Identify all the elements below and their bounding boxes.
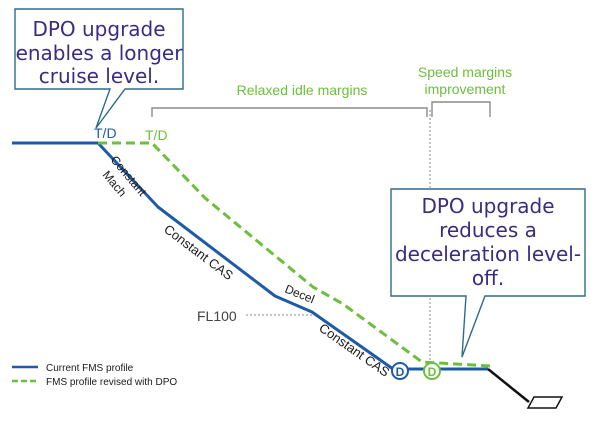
legend: Current FMS profile FMS profile revised … bbox=[12, 363, 177, 388]
decel-point-dpo-label: D bbox=[428, 365, 437, 379]
callout-deceleration-box bbox=[390, 188, 586, 358]
runway-icon bbox=[526, 396, 564, 409]
callout-deceleration-line-2: reduces a bbox=[439, 218, 537, 242]
decel-point-dpo-marker: D bbox=[423, 362, 441, 380]
bracket-speed-margins-label-2: improvement bbox=[425, 81, 506, 97]
callout-longer-cruise: DPO upgrade enables a longer cruise leve… bbox=[14, 8, 184, 129]
decel-point-current-marker: D bbox=[391, 362, 409, 380]
fl100-label: FL100 bbox=[197, 308, 237, 324]
callout-longer-cruise-line-2: enables a longer bbox=[16, 41, 184, 65]
td-current-label: T/D bbox=[94, 125, 117, 141]
callout-deceleration: DPO upgrade reduces a deceleration level… bbox=[390, 188, 586, 358]
dpo-fms-profile-line bbox=[98, 141, 491, 368]
callout-deceleration-line-4: off. bbox=[472, 266, 504, 290]
callout-longer-cruise-line-1: DPO upgrade bbox=[32, 17, 165, 41]
segment-constant-cas-lower: Constant CAS bbox=[316, 320, 392, 380]
callout-longer-cruise-line-3: cruise level. bbox=[39, 64, 159, 88]
segment-constant-cas-upper: Constant CAS bbox=[161, 221, 236, 283]
legend-current-label: Current FMS profile bbox=[46, 363, 134, 374]
bracket-relaxed-idle: Relaxed idle margins bbox=[151, 82, 428, 117]
callout-deceleration-line-3: deceleration level- bbox=[395, 242, 581, 266]
legend-dpo-label: FMS profile revised with DPO bbox=[46, 377, 177, 388]
bracket-relaxed-idle-label: Relaxed idle margins bbox=[237, 82, 368, 98]
decel-point-current-label: D bbox=[396, 365, 405, 379]
td-dpo-label: T/D bbox=[145, 127, 168, 143]
callout-deceleration-line-1: DPO upgrade bbox=[421, 194, 554, 218]
final-approach-line bbox=[487, 368, 530, 403]
bracket-speed-margins: Speed margins improvement bbox=[418, 64, 512, 117]
bracket-speed-margins-label-1: Speed margins bbox=[418, 64, 512, 80]
callout-longer-cruise-box bbox=[14, 8, 184, 129]
